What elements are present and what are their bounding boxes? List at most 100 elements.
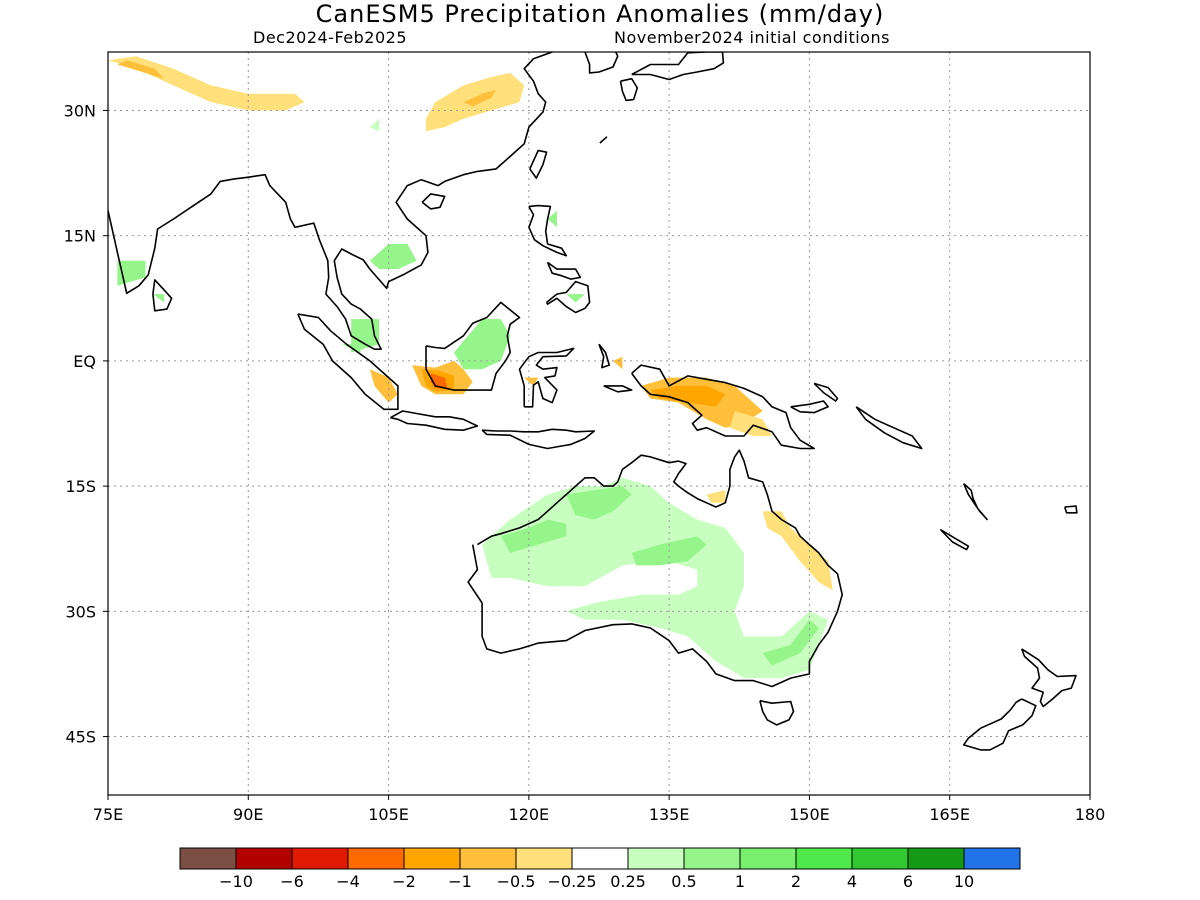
anomaly-nsw-wet-core [762, 619, 819, 666]
colorbar-label: 6 [903, 872, 913, 891]
ryukyu-coast [599, 136, 608, 144]
seram-coast [603, 385, 633, 393]
y-tick-label: 45S [65, 728, 96, 747]
korea-coast [584, 52, 619, 74]
anomaly-sulawesi-dry [524, 377, 539, 386]
colorbar-swatch [179, 847, 237, 870]
forecast-period: Dec2024-Feb2025 [253, 28, 407, 47]
colorbar-label: 0.5 [671, 872, 696, 891]
new-britain-coast [790, 400, 829, 414]
map-title: CanESM5 Precipitation Anomalies (mm/day) [315, 0, 885, 28]
colorbar-swatch [795, 847, 853, 870]
y-tick-label: 30S [65, 602, 96, 621]
colorbar-swatch [403, 847, 461, 870]
anomaly-srilanka-wet [152, 294, 165, 303]
anomaly-india-south-wet [117, 260, 146, 286]
colorbar-swatch [235, 847, 293, 870]
anomaly-mindanao-wet [566, 294, 585, 303]
colorbar-label: −2 [392, 872, 416, 891]
sulawesi-coast [518, 347, 575, 408]
japan-kyushu-coast [619, 77, 639, 102]
x-tick-label: 135E [649, 805, 690, 824]
colorbar-swatch [515, 847, 573, 870]
anomaly-australia-wet-core-north [566, 486, 632, 520]
new-guinea-coast [631, 364, 815, 450]
anomaly-burma-wet [369, 118, 380, 132]
luzon-coast [528, 204, 568, 257]
fiji-coast [1063, 505, 1078, 514]
colorbar-swatch [851, 847, 909, 870]
x-tick-label: 165E [929, 805, 970, 824]
nz-south-coast [962, 698, 1037, 751]
x-tick-labels: 75E 90E 105E 120E 135E 150E 165E 180 [93, 795, 1106, 824]
anomaly-sumatra-south-dry [369, 369, 398, 403]
colorbar-label: −4 [336, 872, 360, 891]
colorbar-swatch [347, 847, 405, 870]
visayas-coast [546, 261, 582, 280]
anomaly-borneo-wet [454, 319, 511, 370]
colorbar-label: 0.25 [610, 872, 646, 891]
colorbar-labels: −10 −6 −4 −2 −1 −0.5 −0.25 0.25 0.5 1 2 4 6 10 [219, 872, 974, 891]
coastlines [108, 52, 1078, 751]
anomaly-tibet-plateau-dry [108, 56, 305, 111]
anomaly-australia-wet-outer [482, 477, 829, 679]
x-tick-label: 180 [1075, 805, 1106, 824]
anomaly-indochina-wet [369, 244, 417, 270]
colorbar-label: 4 [847, 872, 857, 891]
colorbar-swatch [907, 847, 965, 870]
tasmania-coast [759, 699, 795, 726]
colorbar-label: −1 [448, 872, 472, 891]
colorbar-label: 1 [735, 872, 745, 891]
sumatra-coast [297, 313, 399, 411]
nz-north-coast [1020, 648, 1077, 708]
colorbar-swatch [459, 847, 517, 870]
lesser-sunda-coast [481, 428, 596, 450]
anomaly-east-qld-dry [762, 511, 833, 591]
anomaly-sumatra-wet [351, 319, 380, 353]
srilanka-coast [152, 279, 173, 312]
colorbar-label: −10 [219, 872, 253, 891]
colorbar-label: 2 [791, 872, 801, 891]
x-tick-label: 90E [233, 805, 263, 824]
initial-conditions: November2024 initial conditions [614, 28, 890, 47]
y-tick-labels: 30N 15N EQ 15S 30S 45S [64, 101, 108, 747]
colorbar-swatch [739, 847, 797, 870]
anomaly-png-south-dry [729, 411, 772, 436]
new-ireland-coast [813, 382, 839, 402]
x-tick-label: 120E [509, 805, 550, 824]
java-coast [390, 410, 479, 432]
colorbar-swatch [683, 847, 741, 870]
colorbar [179, 847, 1021, 870]
anomaly-australia-wet-core-west [500, 519, 567, 553]
y-tick-label: EQ [73, 352, 96, 371]
x-tick-label: 75E [93, 805, 123, 824]
anomaly-new-guinea-dry-core [650, 385, 726, 407]
anomaly-tibet-plateau-core [117, 60, 165, 79]
anomaly-philippines-wet [547, 210, 557, 228]
taiwan-coast [529, 149, 548, 179]
anomaly-east-china-core [463, 89, 497, 107]
anomaly-halmahera-dry [613, 356, 623, 370]
new-caledonia-coast [939, 528, 970, 551]
india-coast [108, 52, 553, 351]
halmahera-coast [598, 343, 611, 369]
colorbar-label: −0.25 [547, 872, 596, 891]
colorbar-swatch [627, 847, 685, 870]
colorbar-swatch [571, 847, 629, 870]
visayas-mindanao-coast [545, 280, 591, 314]
y-tick-label: 30N [64, 101, 96, 120]
solomon-coast [855, 406, 923, 450]
japan-honshu-coast [631, 52, 725, 81]
x-tick-label: 150E [789, 805, 830, 824]
y-tick-label: 15S [65, 477, 96, 496]
colorbar-swatch [963, 847, 1021, 870]
plot-frame [107, 51, 1091, 796]
hainan-coast [421, 193, 446, 210]
gridlines [108, 52, 1090, 795]
x-tick-label: 105E [368, 805, 409, 824]
vanuatu-coast [962, 483, 988, 521]
australia-coast [467, 449, 844, 688]
y-tick-label: 15N [64, 227, 96, 246]
colorbar-label: −6 [280, 872, 304, 891]
